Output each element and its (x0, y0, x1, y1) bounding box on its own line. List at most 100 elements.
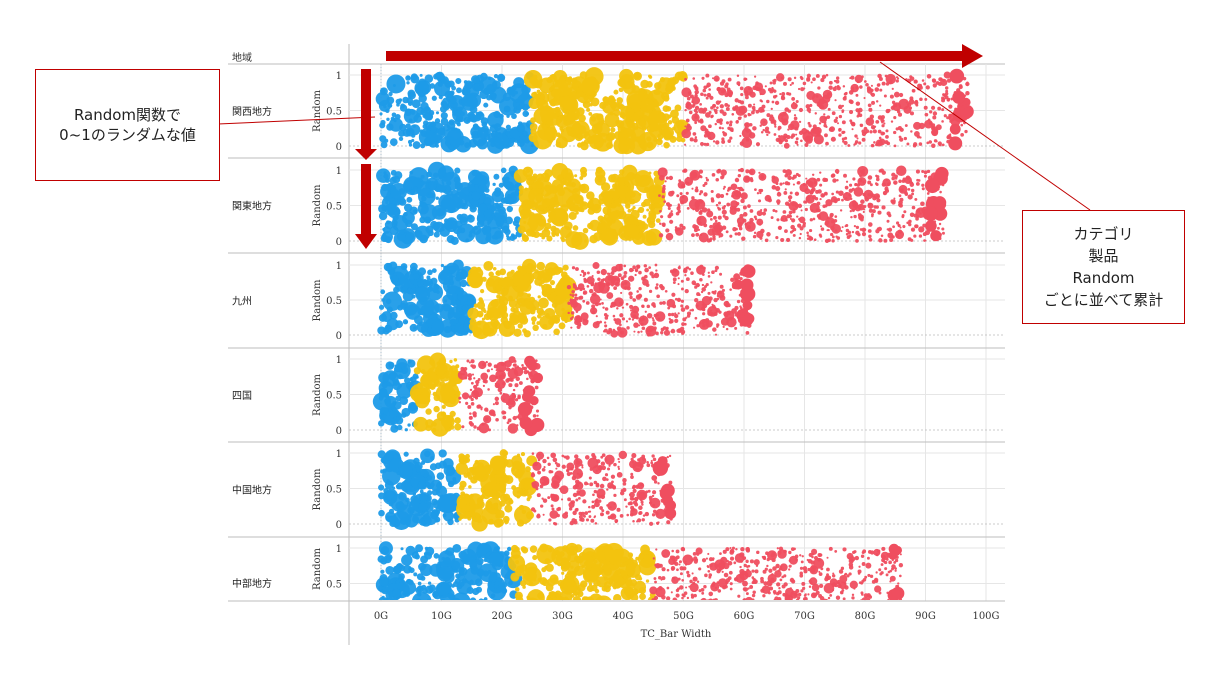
data-point (880, 169, 884, 173)
data-point (753, 235, 757, 239)
data-point (478, 297, 483, 302)
data-point (572, 294, 575, 297)
data-point (392, 604, 396, 608)
data-point (690, 137, 694, 141)
data-point (504, 226, 508, 230)
data-point (642, 326, 646, 330)
data-point (785, 188, 787, 190)
data-point (550, 452, 556, 458)
data-point (966, 82, 968, 84)
data-point (778, 112, 789, 123)
data-point (429, 360, 434, 365)
data-point (849, 77, 851, 79)
data-point (787, 214, 791, 218)
data-point (924, 98, 927, 101)
data-point (812, 174, 814, 176)
data-point (778, 128, 781, 131)
data-point (424, 217, 431, 224)
data-point (574, 174, 577, 177)
data-point (487, 137, 504, 154)
data-point (784, 229, 788, 233)
data-point (702, 184, 705, 187)
data-point (834, 119, 838, 123)
data-point (826, 229, 828, 231)
data-point (527, 498, 531, 502)
data-point (597, 278, 601, 282)
data-point (480, 406, 483, 409)
data-point (919, 212, 921, 214)
data-point (581, 171, 588, 178)
data-point (668, 313, 671, 316)
data-point (926, 142, 929, 145)
data-point (647, 313, 652, 318)
data-point (884, 140, 888, 144)
data-point (458, 453, 464, 459)
data-point (627, 209, 631, 213)
data-point (396, 485, 400, 489)
data-point (518, 402, 532, 416)
data-point (508, 383, 512, 387)
data-point (871, 101, 875, 105)
data-point (868, 103, 872, 107)
data-point (740, 100, 744, 104)
data-point (663, 105, 670, 112)
data-point (480, 373, 488, 381)
data-point (666, 520, 670, 524)
data-point (692, 77, 695, 80)
data-point (636, 290, 639, 293)
data-point (399, 464, 413, 478)
data-point (500, 376, 503, 379)
data-point (896, 166, 906, 176)
data-point (464, 377, 467, 380)
data-point (702, 319, 706, 323)
data-point (570, 327, 572, 329)
data-point (438, 599, 446, 607)
data-point (965, 91, 969, 95)
data-point (592, 308, 594, 310)
data-point (600, 298, 602, 300)
data-point (582, 288, 585, 291)
data-point (566, 470, 568, 472)
data-point (471, 402, 475, 406)
data-point (693, 138, 697, 142)
data-point (565, 77, 571, 83)
data-point (902, 225, 905, 228)
data-point (599, 102, 606, 109)
data-point (916, 182, 920, 186)
data-point (760, 229, 764, 233)
data-point (823, 604, 825, 606)
data-point (691, 188, 693, 190)
data-point (769, 90, 773, 94)
data-point (834, 99, 836, 101)
data-point (456, 87, 462, 93)
data-point (536, 452, 544, 460)
data-point (393, 176, 401, 184)
data-point (537, 314, 542, 319)
data-point (512, 368, 514, 370)
data-point (380, 570, 384, 574)
data-point (692, 224, 696, 228)
data-point (573, 225, 579, 231)
data-point (671, 210, 673, 212)
data-point (577, 322, 581, 326)
data-point (532, 462, 541, 471)
data-point (408, 93, 413, 98)
data-point (645, 490, 648, 493)
data-point (572, 316, 574, 318)
data-point (775, 236, 778, 239)
data-point (941, 108, 944, 111)
data-point (679, 265, 681, 267)
data-point (632, 265, 636, 269)
data-point (787, 176, 792, 181)
data-point (836, 76, 839, 79)
data-point (663, 123, 669, 129)
data-point (470, 422, 474, 426)
data-point (626, 303, 629, 306)
data-point (454, 358, 457, 361)
data-point (632, 114, 640, 122)
data-point (739, 135, 741, 137)
data-point (720, 104, 724, 108)
data-point (640, 483, 644, 487)
data-point (569, 507, 572, 510)
data-point (706, 210, 713, 217)
